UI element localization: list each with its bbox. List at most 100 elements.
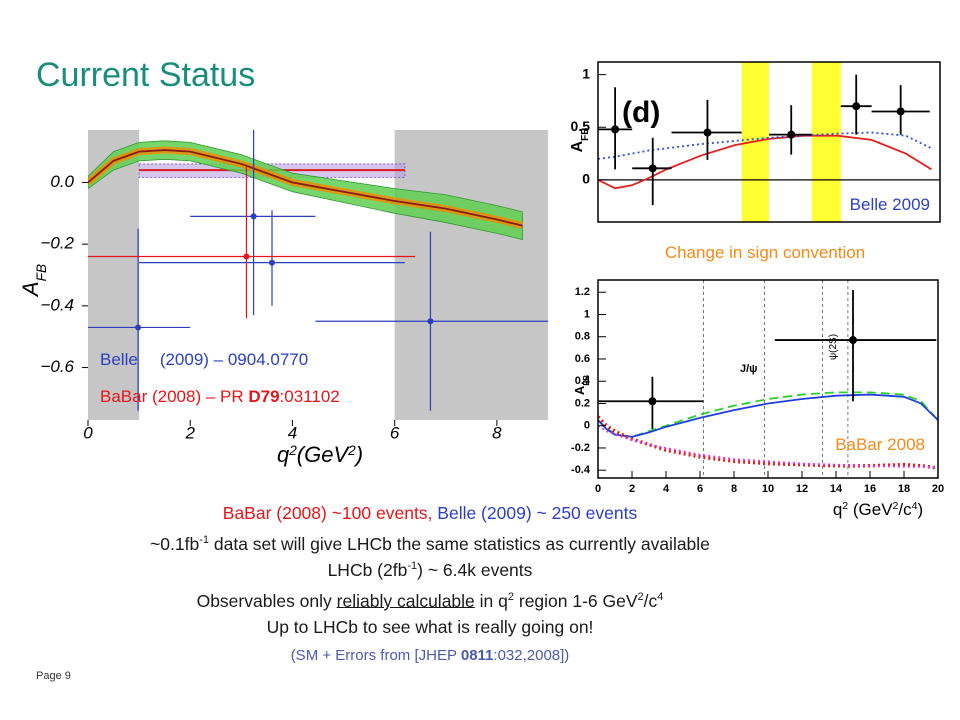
text-segment: ~0.1fb [150, 533, 200, 554]
x-tick-label: 18 [898, 483, 910, 495]
x-tick-label: 14 [830, 483, 843, 495]
text-segment: BaBar (2008) ~100 events, [222, 503, 433, 523]
y-tick-label: 0.8 [575, 331, 590, 343]
x-tick-label: 0 [83, 423, 93, 442]
y-tick-label: -0.2 [571, 442, 590, 454]
theory-curve [598, 424, 938, 468]
sign-note: Change in sign convention [664, 243, 866, 262]
annotation: J/ψ [740, 363, 757, 375]
y-tick-label: -0.4 [571, 464, 591, 476]
y-axis-label: AFB [569, 128, 591, 153]
data-point [243, 253, 250, 260]
y-tick-label: 0.5 [571, 118, 591, 134]
text-segment: Belle (2009) ~ 250 events [432, 503, 638, 523]
text-segment: data set will give LHCb the same statist… [209, 533, 710, 554]
plot-area [598, 62, 940, 222]
text-segment: A [569, 140, 586, 152]
text-segment: reliably calculable [336, 590, 475, 611]
text-segment: BaBar (2008) – PR [100, 387, 248, 406]
data-point [703, 128, 712, 137]
text-segment: :031102 [280, 387, 340, 406]
x-tick-label: 4 [288, 423, 297, 442]
text-segment: A [18, 281, 43, 298]
text-segment: Observables only [196, 590, 337, 611]
text-segment: -1 [407, 559, 418, 572]
x-tick-label: 12 [796, 483, 808, 495]
data-point [849, 336, 857, 345]
y-axis-label: AFB [18, 264, 49, 298]
x-tick-label: 10 [762, 483, 774, 495]
plot-area [598, 280, 938, 478]
text-segment: 2 [288, 443, 297, 458]
x-tick-label: 8 [731, 483, 737, 495]
text-segment: q [277, 442, 290, 467]
x-tick-label: 4 [663, 483, 670, 495]
text-segment: (SM + Errors from [JHEP [290, 647, 461, 665]
text-segment: 0811 [460, 647, 494, 665]
plot-area [88, 130, 548, 420]
text-segment: 2 [637, 590, 644, 603]
text-segment: in q [474, 590, 508, 611]
x-axis-label: q2 (GeV2/c4) [833, 500, 923, 519]
data-point [852, 102, 861, 111]
text-segment: :032,2008]) [493, 647, 570, 665]
text-segment: 2 [842, 500, 848, 512]
slide-title: Current Status [36, 56, 256, 94]
text-segment: 2 [507, 590, 514, 603]
y-tick-label: 0.4 [575, 375, 591, 387]
annotation: (d) [622, 96, 660, 129]
y-tick-label: 0.6 [575, 353, 590, 365]
text-line: Up to LHCb to see what is really going o… [100, 616, 760, 638]
text-segment: /c [898, 500, 912, 519]
y-tick-label: 1.2 [575, 286, 590, 298]
text-line: BaBar (2008) ~100 events, Belle (2009) ~… [100, 502, 760, 524]
text-lines: BaBar (2008) ~100 events, Belle (2009) ~… [100, 502, 760, 672]
text-segment: Belle [100, 350, 138, 369]
theory-curve [598, 393, 938, 438]
theory-curve [598, 131, 932, 160]
theory-curve [88, 149, 523, 227]
text-line: (SM + Errors from [JHEP 0811:032,2008]) [100, 643, 760, 667]
text-segment: 4 [912, 500, 918, 512]
text-line: LHCb (2fb-1) ~ 6.4k events [100, 555, 760, 581]
y-tick-label: 0.2 [575, 397, 590, 409]
y-tick-label: 0 [582, 171, 590, 187]
text-segment: 2 [893, 500, 899, 512]
data-point [250, 213, 257, 220]
data-point [611, 125, 620, 134]
text-segment: FB [34, 264, 49, 281]
x-tick-label: 8 [492, 423, 502, 442]
text-segment: ) ~ 6.4k events [417, 559, 533, 580]
x-tick-label: 2 [629, 483, 635, 495]
y-tick-label: 0.0 [50, 172, 74, 191]
text-segment: 4 [657, 590, 664, 603]
text-segment: 2 [347, 443, 356, 458]
x-tick-label: 20 [932, 483, 944, 495]
data-point [896, 107, 905, 116]
data-point [135, 324, 142, 331]
text-segment: ) [353, 442, 363, 467]
text-segment: -1 [199, 534, 209, 546]
annotation: BaBar 2008 [835, 435, 925, 454]
theory-curve [598, 134, 932, 190]
x-tick-label: 6 [697, 483, 703, 495]
text-segment: /c [643, 590, 658, 611]
text-line: Observables only reliably calculable in … [100, 586, 760, 612]
shaded-region [811, 62, 841, 222]
legend-entry: Belle (2009) – 0904.0770 [100, 350, 308, 369]
text-segment: FB [580, 128, 591, 141]
page-number: Page 9 [36, 670, 71, 682]
x-tick-label: 6 [390, 423, 400, 442]
data-point [787, 130, 796, 139]
x-tick-label: 0 [595, 483, 601, 495]
plot-frame [597, 61, 941, 223]
annotation: Belle 2009 [850, 195, 930, 214]
theory-band [88, 140, 523, 241]
text-segment: q [833, 500, 842, 519]
data-point [427, 318, 434, 325]
text-segment: Up to LHCb to see what is really going o… [266, 617, 594, 638]
data-point [648, 397, 657, 406]
text-line: ~0.1fb-1 data set will give LHCb the sam… [100, 529, 760, 555]
legend-entry: BaBar (2008) – PR D79:031102 [100, 387, 340, 406]
